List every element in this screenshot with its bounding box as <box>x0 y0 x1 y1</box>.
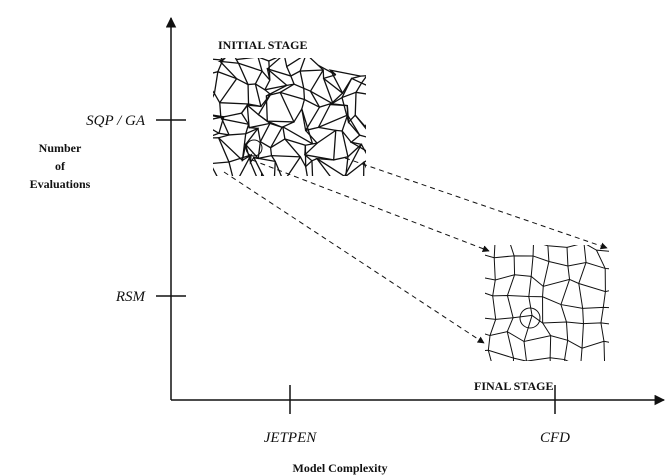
x-tick-label: CFD <box>540 430 570 446</box>
mesh-line <box>523 245 534 361</box>
x-axis-label: Model Complexity <box>293 461 388 475</box>
mesh-line <box>506 245 516 361</box>
mesh-line <box>213 58 225 176</box>
mesh-line <box>244 58 263 176</box>
mesh-line <box>213 154 282 176</box>
arrow <box>251 159 490 253</box>
stage-label: FINAL STAGE <box>474 379 553 393</box>
mesh-line <box>487 245 497 361</box>
y-tick-label: RSM <box>115 289 147 305</box>
marker-circle <box>245 139 263 157</box>
mesh-line <box>614 252 624 385</box>
arrow <box>223 171 485 344</box>
mesh-line <box>315 74 337 176</box>
mesh-line <box>299 58 314 176</box>
mesh-line <box>363 124 366 128</box>
mesh-line <box>485 274 609 293</box>
initial-mesh <box>192 57 379 215</box>
marker-circle <box>519 307 541 329</box>
mesh-line <box>543 245 609 252</box>
mesh-line <box>596 249 606 361</box>
mesh-line <box>252 60 272 176</box>
mesh-line <box>542 245 552 361</box>
mesh-line <box>261 172 265 176</box>
y-axis-label: Number <box>39 141 82 155</box>
mesh-line <box>560 247 571 361</box>
mesh-line <box>303 64 325 176</box>
mesh-line <box>485 314 609 325</box>
y-tick-label: SQP / GA <box>86 113 146 129</box>
arrow <box>344 157 608 250</box>
mesh-line <box>217 58 238 176</box>
y-axis-label: of <box>55 159 66 173</box>
stage-label: INITIAL STAGE <box>218 38 307 52</box>
mesh-line <box>265 58 288 176</box>
mesh-line <box>192 57 211 181</box>
x-tick-label: JETPEN <box>264 430 317 446</box>
mesh-line <box>328 69 349 176</box>
mesh-line <box>211 181 379 215</box>
y-axis-label: Evaluations <box>30 177 91 191</box>
mesh-line <box>341 75 363 176</box>
final-mesh <box>472 236 624 385</box>
mesh-line <box>485 349 569 361</box>
mesh-line <box>354 75 366 176</box>
mesh-line <box>279 66 302 176</box>
mesh-line <box>472 236 479 374</box>
mesh-line <box>578 245 587 361</box>
